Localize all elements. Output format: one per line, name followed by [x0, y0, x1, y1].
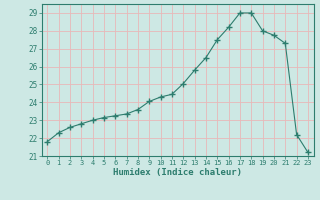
- X-axis label: Humidex (Indice chaleur): Humidex (Indice chaleur): [113, 168, 242, 177]
